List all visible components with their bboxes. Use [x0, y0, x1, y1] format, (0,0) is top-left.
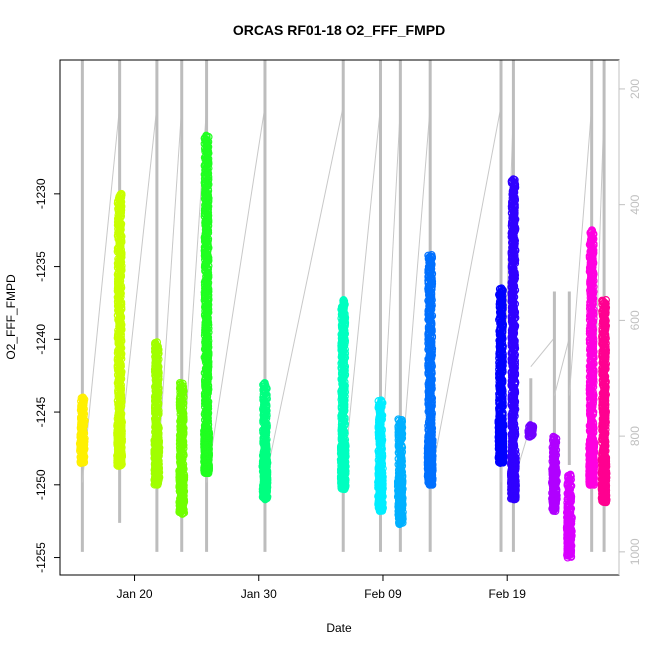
series-rf08	[374, 396, 387, 515]
series-rf05	[200, 131, 214, 478]
data-point	[155, 447, 164, 456]
pressure-transit-rf06	[264, 106, 344, 483]
series-rf11	[494, 284, 508, 467]
data-point	[153, 473, 162, 482]
chart-title: ORCAS RF01-18 O2_FFF_FMPD	[233, 22, 445, 38]
pressure-transit-rf02	[119, 106, 158, 454]
data-point	[115, 443, 124, 452]
pressure-transit-rf07	[342, 106, 381, 483]
pressure-transit-rf10	[429, 106, 502, 483]
series-rf06	[258, 378, 272, 504]
data-point	[117, 450, 126, 459]
pressure-transit-rf15	[568, 106, 593, 396]
data-point	[77, 457, 86, 466]
data-point	[175, 498, 184, 507]
series-rf03	[150, 338, 164, 489]
series-rf10	[423, 250, 437, 489]
data-point	[177, 506, 186, 515]
data-point	[175, 475, 184, 484]
data-point	[77, 440, 86, 449]
data-point	[151, 460, 160, 469]
data-point	[153, 477, 162, 486]
data-point	[178, 465, 187, 474]
data-point	[176, 484, 185, 493]
data-point	[78, 430, 87, 439]
series-rf12	[506, 175, 520, 504]
data-point	[77, 418, 86, 427]
pressure-transit-rf13	[530, 337, 555, 368]
data-point	[115, 460, 124, 469]
data-point	[116, 419, 125, 428]
series-rf09	[393, 415, 407, 529]
series-rf01	[75, 393, 89, 467]
data-point	[155, 437, 164, 446]
pressure-transit-rf05	[206, 106, 266, 483]
data-point	[155, 443, 164, 452]
data-point	[80, 440, 89, 449]
series-rf04	[175, 378, 189, 518]
data-layer	[75, 131, 611, 562]
pressure-transit-rf03	[156, 106, 183, 483]
data-point	[151, 469, 160, 478]
series-rf02	[113, 189, 126, 470]
series-rf07	[336, 296, 350, 494]
data-point	[78, 439, 87, 448]
data-point	[180, 495, 189, 504]
data-point	[176, 487, 185, 496]
data-point	[76, 441, 85, 450]
pressure-transit-rf14	[553, 337, 570, 396]
